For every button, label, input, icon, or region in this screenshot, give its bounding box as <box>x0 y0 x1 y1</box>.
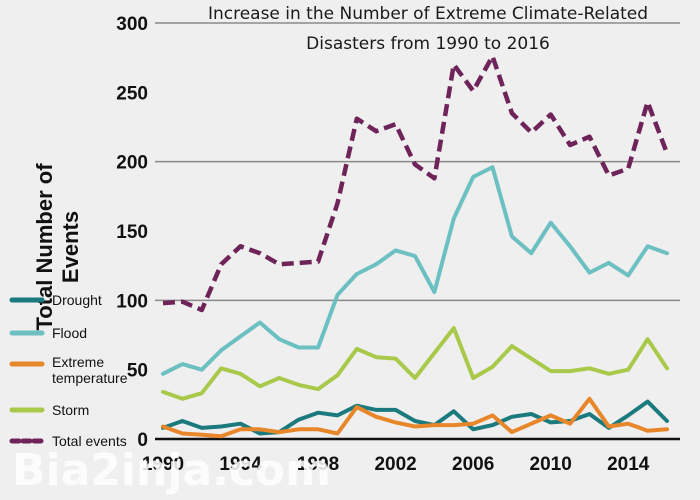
x-tick-label: 2006 <box>452 454 494 475</box>
x-tick-label: 2010 <box>530 454 572 475</box>
legend-item-storm: Storm <box>9 402 89 418</box>
legend-label-extreme-temperature-2: temperature <box>52 370 128 386</box>
y-tick-label: 50 <box>127 361 148 382</box>
x-tick-label: 1994 <box>219 454 262 475</box>
legend-label-total-events: Total events <box>52 433 127 449</box>
legend-item-extreme-temperature: Extreme temperature <box>9 354 128 386</box>
y-tick-label: 200 <box>116 153 148 174</box>
y-axis-label-line-2: Events <box>58 211 83 283</box>
y-tick-label: 150 <box>116 222 148 243</box>
legend-label-flood: Flood <box>52 325 87 341</box>
chart-title-line-2: Disasters from 1990 to 2016 <box>306 34 550 54</box>
y-tick-label: 0 <box>137 430 148 451</box>
x-axis-ticks: 1990 1994 1998 2002 2006 2010 2014 <box>142 454 650 475</box>
legend-item-total-events: Total events <box>9 433 127 449</box>
y-axis-label-line-1: Total Number of <box>32 163 57 331</box>
x-tick-label: 1990 <box>142 454 184 475</box>
y-axis-label: Total Number of Events <box>32 163 83 331</box>
legend-label-drought: Drought <box>52 292 102 308</box>
y-tick-label: 300 <box>116 14 148 35</box>
y-tick-label: 100 <box>116 291 148 312</box>
x-tick-label: 1998 <box>297 454 339 475</box>
legend-label-extreme-temperature-1: Extreme <box>52 354 104 370</box>
legend-item-drought: Drought <box>9 292 102 308</box>
y-tick-label: 250 <box>116 83 148 104</box>
x-tick-label: 2014 <box>607 454 650 475</box>
legend-item-flood: Flood <box>9 325 87 341</box>
watermark: Bia2inja.com <box>12 445 331 496</box>
gridlines <box>155 22 680 441</box>
chart-title-line-1: Increase in the Number of Extreme Climat… <box>208 4 648 24</box>
series-lines <box>161 54 670 439</box>
series-line-flood <box>161 165 669 376</box>
legend-label-storm: Storm <box>52 402 89 418</box>
legend: Drought Flood Extreme temperature Storm … <box>9 292 128 449</box>
y-axis-ticks: 0 50 100 150 200 250 300 <box>116 14 148 451</box>
x-tick-label: 2002 <box>374 454 416 475</box>
